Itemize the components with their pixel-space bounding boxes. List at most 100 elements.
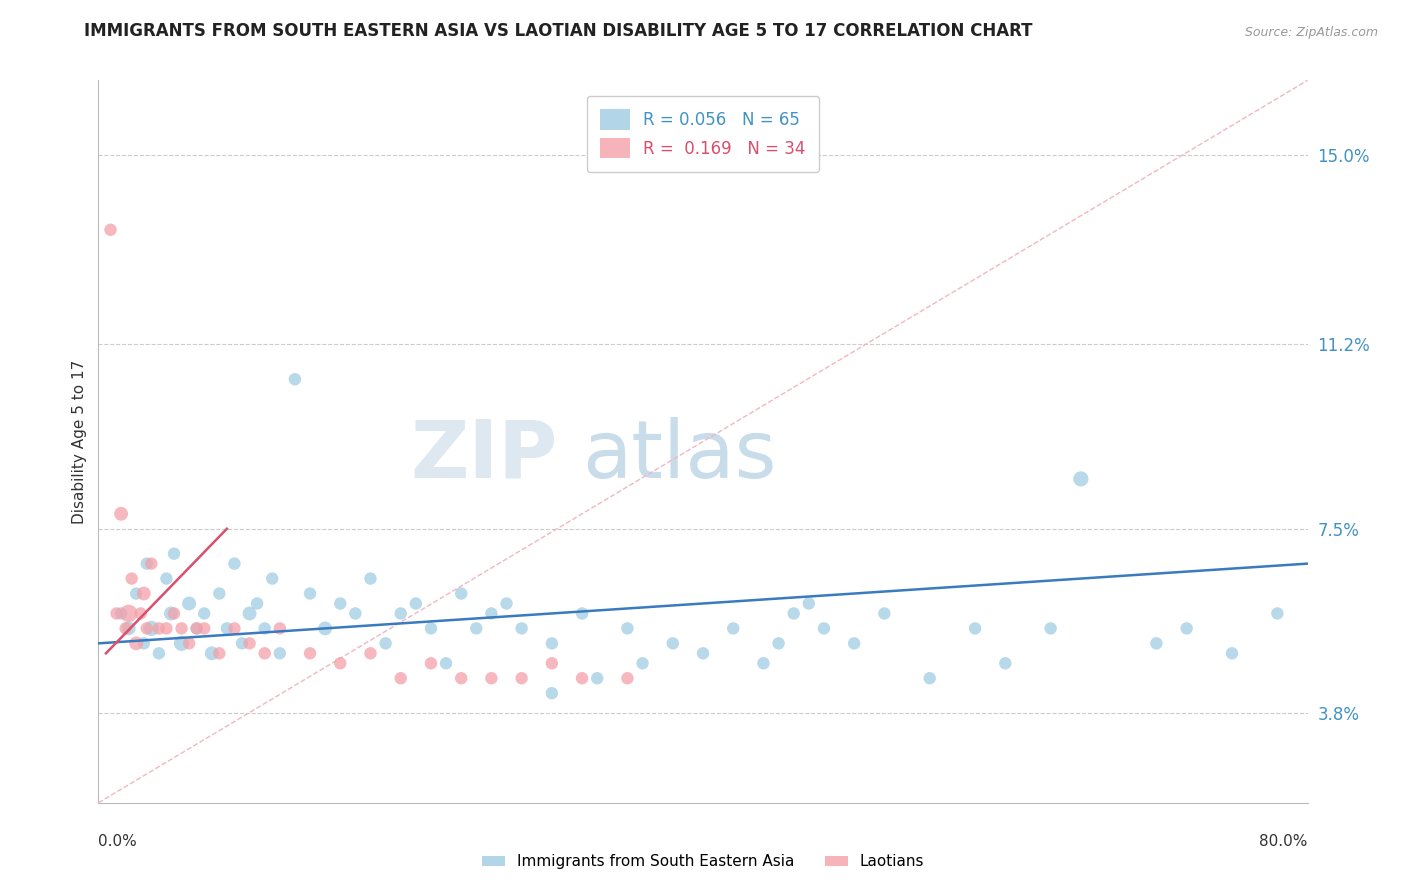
Point (918, 671, 941, 685)
Point (239, 607, 262, 621)
Point (148, 621, 170, 635)
Point (360, 572, 382, 586)
Point (125, 636, 148, 650)
Point (299, 586, 322, 600)
Point (965, 621, 987, 635)
Point (224, 557, 246, 571)
Point (434, 657, 457, 671)
Point (269, 621, 291, 635)
Point (179, 597, 201, 611)
Legend: Immigrants from South Eastern Asia, Laotians: Immigrants from South Eastern Asia, Laot… (475, 848, 931, 875)
Point (132, 636, 155, 650)
Point (616, 621, 638, 635)
Point (155, 572, 177, 586)
Point (135, 621, 157, 635)
Point (540, 686, 562, 700)
Point (163, 607, 186, 621)
Point (155, 621, 177, 635)
Point (186, 621, 208, 635)
Point (540, 657, 562, 671)
Point (186, 621, 208, 635)
Point (179, 636, 201, 650)
Legend: R = 0.056   N = 65, R =  0.169   N = 34: R = 0.056 N = 65, R = 0.169 N = 34 (586, 95, 820, 171)
Point (813, 621, 835, 635)
Point (246, 597, 269, 611)
Point (125, 586, 148, 600)
Point (1146, 636, 1168, 650)
Point (465, 621, 488, 635)
Point (132, 586, 155, 600)
Point (208, 646, 231, 660)
Point (450, 586, 472, 600)
Point (481, 607, 503, 621)
Point (100, 223, 122, 237)
Text: IMMIGRANTS FROM SOUTH EASTERN ASIA VS LAOTIAN DISABILITY AGE 5 TO 17 CORRELATION: IMMIGRANTS FROM SOUTH EASTERN ASIA VS LA… (84, 21, 1033, 39)
Point (114, 621, 136, 635)
Point (450, 671, 472, 685)
Point (110, 607, 132, 621)
Point (1070, 472, 1092, 486)
Point (121, 572, 143, 586)
Point (420, 657, 443, 671)
Point (105, 607, 128, 621)
Point (1175, 621, 1198, 635)
Point (170, 621, 193, 635)
Point (586, 671, 609, 685)
Point (389, 671, 412, 685)
Point (148, 646, 170, 660)
Point (262, 572, 284, 586)
Point (420, 621, 443, 635)
Point (374, 636, 396, 650)
Text: 0.0%: 0.0% (98, 834, 138, 849)
Point (284, 372, 307, 386)
Point (481, 671, 503, 685)
Point (405, 597, 427, 611)
Point (631, 657, 654, 671)
Point (253, 621, 276, 635)
Point (299, 646, 322, 660)
Point (510, 671, 533, 685)
Point (253, 646, 276, 660)
Point (129, 607, 152, 621)
Point (571, 671, 593, 685)
Point (1267, 607, 1289, 621)
Point (540, 636, 562, 650)
Text: ZIP: ZIP (411, 417, 558, 495)
Point (616, 671, 638, 685)
Point (752, 657, 775, 671)
Point (495, 597, 517, 611)
Point (510, 621, 533, 635)
Point (201, 646, 224, 660)
Point (160, 607, 183, 621)
Point (118, 621, 141, 635)
Point (224, 621, 246, 635)
Point (389, 607, 412, 621)
Point (215, 621, 238, 635)
Point (844, 636, 866, 650)
Point (1220, 646, 1243, 660)
Point (723, 621, 745, 635)
Point (163, 547, 186, 561)
Point (661, 636, 683, 650)
Point (141, 621, 163, 635)
Point (344, 607, 367, 621)
Point (360, 646, 382, 660)
Point (231, 636, 253, 650)
Point (239, 636, 262, 650)
Point (768, 636, 790, 650)
Text: Source: ZipAtlas.com: Source: ZipAtlas.com (1244, 26, 1378, 38)
Point (994, 657, 1017, 671)
Point (1039, 621, 1062, 635)
Point (783, 607, 806, 621)
Point (208, 586, 231, 600)
Point (118, 607, 141, 621)
Point (571, 607, 593, 621)
Point (141, 557, 163, 571)
Point (692, 646, 714, 660)
Point (170, 636, 193, 650)
Point (314, 621, 336, 635)
Point (193, 607, 215, 621)
Point (329, 657, 352, 671)
Point (110, 507, 132, 521)
Point (135, 557, 157, 571)
